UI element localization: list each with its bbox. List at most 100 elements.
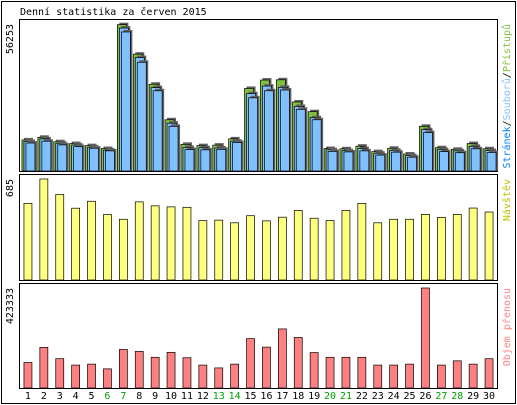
chart-title: Denní statistika za červen 2015 <box>20 6 207 18</box>
x-tick-label-22: 22 <box>356 391 368 402</box>
bar-visits-10 <box>166 206 176 281</box>
bar-kbytes-22 <box>357 356 367 389</box>
bar-kbytes-24 <box>389 364 398 389</box>
x-tick-label-24: 24 <box>388 391 400 402</box>
bar-pages-20 <box>327 151 338 172</box>
legend-hits-files-pages-separator: / <box>502 72 513 78</box>
bar-pages-30 <box>486 152 497 172</box>
panel-frame-2 <box>19 174 498 281</box>
bar-visits-20 <box>325 220 335 281</box>
bar-visits-6 <box>103 214 112 281</box>
bar-pages-2 <box>41 140 52 172</box>
bar-pages-25 <box>407 156 417 172</box>
legend-visits-entry: Návštěv <box>501 179 513 221</box>
bar-pages-22 <box>359 150 370 172</box>
x-tick-label-10: 10 <box>165 391 177 402</box>
bar-visits-25 <box>405 218 414 281</box>
bar-visits-18 <box>293 210 303 281</box>
x-tick-label-5: 5 <box>89 391 95 402</box>
bar-kbytes-29 <box>468 363 478 389</box>
bar-kbytes-7 <box>118 349 128 389</box>
bar-visits-24 <box>389 218 398 281</box>
bar-pages-3 <box>57 144 68 172</box>
bar-visits-8 <box>134 201 144 281</box>
x-tick-label-18: 18 <box>292 391 304 402</box>
x-tick-label-9: 9 <box>152 391 158 402</box>
bar-pages-11 <box>184 149 195 172</box>
x-tick-label-26: 26 <box>419 391 431 402</box>
bar-visits-28 <box>452 214 462 281</box>
legend-hits-files-pages-entry: Souborů <box>501 78 513 120</box>
x-tick-label-12: 12 <box>197 391 209 402</box>
bar-kbytes-2 <box>39 347 49 389</box>
bar-pages-6 <box>105 150 115 172</box>
bar-kbytes-10 <box>166 351 176 389</box>
bar-visits-5 <box>87 200 96 281</box>
bar-pages-1 <box>25 142 36 172</box>
bar-pages-13 <box>216 148 227 172</box>
bar-visits-27 <box>437 216 446 281</box>
x-tick-label-28: 28 <box>451 391 463 402</box>
bar-kbytes-12 <box>198 364 208 389</box>
bar-visits-30 <box>484 211 494 281</box>
bar-kbytes-30 <box>484 358 494 389</box>
bar-kbytes-16 <box>262 346 271 389</box>
bar-pages-28 <box>454 152 465 172</box>
bar-pages-17 <box>280 89 290 172</box>
y-max-label-kbytes: 423333 <box>5 288 16 324</box>
bar-kbytes-3 <box>55 358 65 389</box>
x-tick-label-8: 8 <box>136 391 142 402</box>
bar-pages-15 <box>248 97 258 172</box>
bar-visits-21 <box>341 210 351 281</box>
x-tick-label-1: 1 <box>25 391 31 402</box>
bar-visits-7 <box>118 218 128 281</box>
bar-pages-12 <box>200 149 211 172</box>
x-tick-label-15: 15 <box>245 391 257 402</box>
bar-visits-26 <box>421 214 430 281</box>
bar-kbytes-25 <box>405 363 414 389</box>
bar-kbytes-4 <box>71 364 81 389</box>
x-tick-label-29: 29 <box>467 391 479 402</box>
bar-kbytes-27 <box>437 364 446 389</box>
legend-hits-files-pages-entry: Přístupů <box>501 24 513 72</box>
bar-pages-5 <box>89 147 99 172</box>
bar-visits-12 <box>198 220 208 281</box>
bar-kbytes-20 <box>325 356 335 389</box>
bar-pages-8 <box>136 61 147 172</box>
x-tick-label-6: 6 <box>104 391 110 402</box>
bar-kbytes-9 <box>150 356 160 389</box>
bar-visits-29 <box>468 207 478 281</box>
bar-visits-1 <box>23 202 33 281</box>
bar-visits-19 <box>309 217 319 281</box>
legend-kbytes-entry: Objem přenosu <box>501 288 513 366</box>
bar-visits-3 <box>55 194 65 281</box>
bar-pages-10 <box>168 125 179 172</box>
x-tick-label-27: 27 <box>435 391 447 402</box>
bar-pages-7 <box>120 31 131 172</box>
x-tick-label-16: 16 <box>260 391 272 402</box>
x-tick-label-21: 21 <box>340 391 352 402</box>
bar-kbytes-23 <box>373 364 383 389</box>
bar-visits-23 <box>373 222 383 281</box>
bar-visits-14 <box>230 222 239 281</box>
bar-visits-13 <box>214 219 224 281</box>
bar-pages-19 <box>311 119 322 172</box>
y-max-label-hits: 56253 <box>5 24 16 54</box>
bar-kbytes-15 <box>246 338 255 389</box>
legend-kbytes: Objem přenosu <box>501 288 513 366</box>
bar-kbytes-26 <box>421 287 430 389</box>
bar-kbytes-14 <box>230 363 239 389</box>
x-tick-label-23: 23 <box>372 391 384 402</box>
bar-pages-23 <box>375 154 386 172</box>
bar-kbytes-19 <box>309 352 319 389</box>
bar-kbytes-1 <box>23 362 33 389</box>
x-tick-label-7: 7 <box>120 391 126 402</box>
legend-hits-files-pages-entry: Stránek <box>501 126 513 168</box>
x-tick-label-3: 3 <box>57 391 63 402</box>
bar-visits-9 <box>150 205 160 281</box>
bar-visits-15 <box>246 215 255 281</box>
